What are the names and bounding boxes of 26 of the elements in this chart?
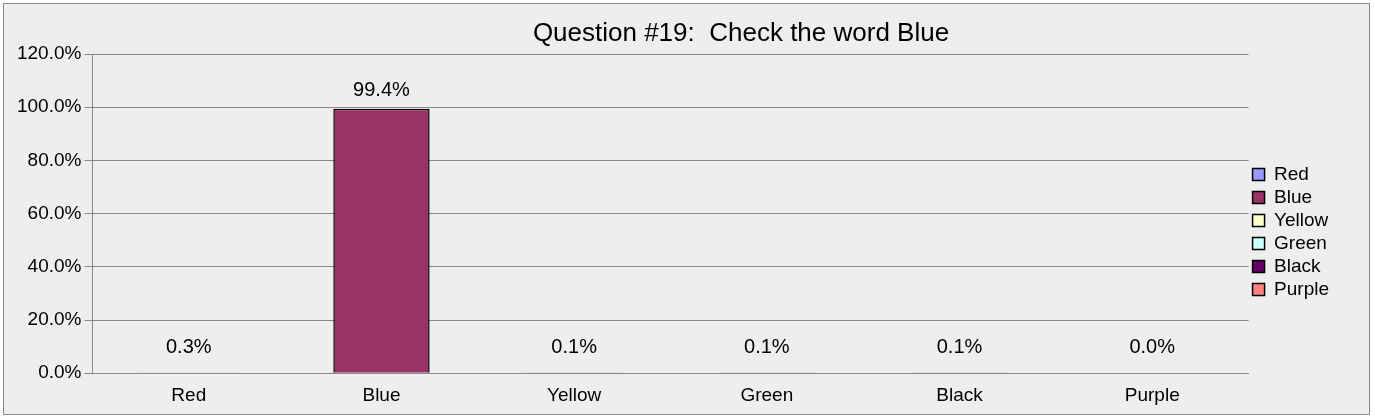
legend-label: Blue <box>1274 185 1313 207</box>
x-tick-label: Purple <box>1124 383 1180 405</box>
x-tick-label: Green <box>740 383 794 405</box>
y-tick-label: 40.0% <box>27 255 82 277</box>
legend-label: Black <box>1274 254 1322 276</box>
x-tick-label: Black <box>936 383 984 405</box>
y-tick-label: 20.0% <box>27 308 82 330</box>
y-tick-label: 80.0% <box>27 148 82 170</box>
data-label: 0.0% <box>1129 334 1176 357</box>
data-label: 0.3% <box>165 334 212 357</box>
legend-label: Purple <box>1274 277 1329 299</box>
data-label: 0.1% <box>936 334 983 357</box>
data-label: 0.1% <box>744 334 790 357</box>
y-tick-label: 100.0% <box>16 95 82 117</box>
data-label: 0.1% <box>551 334 598 357</box>
legend-label: Yellow <box>1274 208 1329 230</box>
data-label: 99.4% <box>353 78 411 101</box>
x-tick-label: Red <box>171 383 207 405</box>
y-tick-label: 120.0% <box>16 42 82 64</box>
y-tick-label: 60.0% <box>27 201 82 223</box>
x-tick-label: Blue <box>362 383 401 405</box>
legend-label: Green <box>1274 231 1327 253</box>
x-tick-label: Yellow <box>547 383 602 405</box>
chart-title: Question #19: Check the word Blue <box>532 17 950 48</box>
legend-label: Red <box>1274 162 1309 184</box>
y-tick-label: 0.0% <box>38 361 82 383</box>
